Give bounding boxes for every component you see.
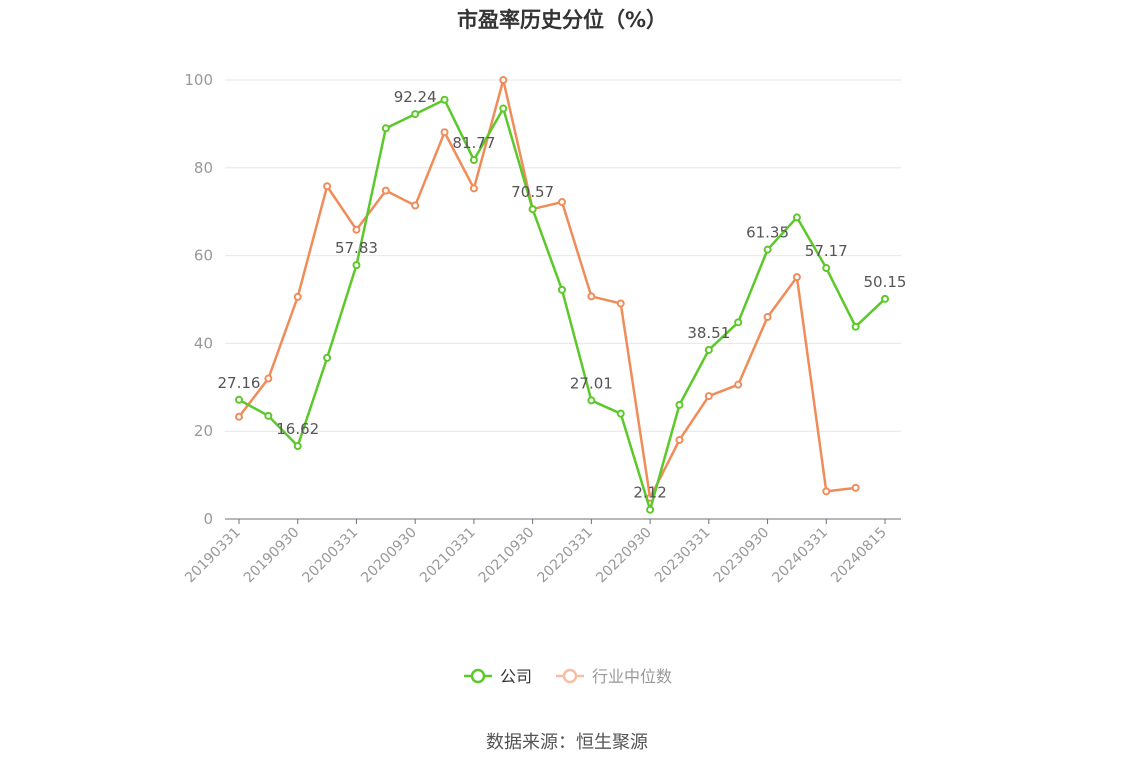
series-line <box>238 78 856 500</box>
data-point[interactable] <box>558 285 566 294</box>
axes: 0 20 40 60 80 100 2019033120190930202003312020… <box>182 71 901 586</box>
data-point[interactable] <box>851 322 860 331</box>
data-point[interactable] <box>587 292 596 301</box>
data-point[interactable] <box>323 182 332 191</box>
data-point[interactable] <box>499 76 508 84</box>
legend-marker <box>562 668 578 684</box>
y-tick-label: 40 <box>194 334 213 352</box>
data-point[interactable] <box>352 261 361 270</box>
data-point[interactable] <box>469 184 478 193</box>
data-point[interactable] <box>440 95 449 104</box>
data-point[interactable] <box>851 483 860 492</box>
data-point[interactable] <box>734 318 743 327</box>
data-label: 61.35 <box>746 224 789 242</box>
data-point[interactable] <box>587 396 596 405</box>
source-note: 数据来源：恒生聚源 <box>486 732 648 753</box>
series-company <box>235 95 889 514</box>
x-tick-label: 20230331 <box>652 525 714 587</box>
x-tick-label: 20200331 <box>300 525 362 587</box>
data-label: 81.77 <box>452 134 495 152</box>
legend: 公司 行业中位数 <box>464 667 672 686</box>
legend-item-company[interactable]: 公司 <box>464 667 532 686</box>
data-label: 92.24 <box>394 88 437 106</box>
x-tick-label: 20200930 <box>358 525 420 587</box>
x-tick-label: 20190930 <box>241 525 303 587</box>
legend-marker <box>470 668 486 684</box>
data-point[interactable] <box>235 412 243 421</box>
data-label: 16.62 <box>276 420 319 438</box>
data-point[interactable] <box>792 273 801 282</box>
data-point[interactable] <box>558 198 566 207</box>
series-lines <box>235 76 889 514</box>
data-point[interactable] <box>235 395 243 404</box>
data-point[interactable] <box>352 225 361 234</box>
data-point[interactable] <box>792 213 801 222</box>
data-point[interactable] <box>704 392 713 401</box>
y-tick-label: 20 <box>194 422 213 440</box>
x-tick-label: 20240331 <box>769 525 831 587</box>
data-label: 50.15 <box>864 273 907 291</box>
x-tick-label: 20190331 <box>182 525 244 587</box>
data-labels: 27.16 16.62 57.83 92.24 81.77 70.57 27.01 2.12 3… <box>218 88 907 502</box>
legend-label: 行业中位数 <box>592 667 672 686</box>
data-label: 2.12 <box>633 484 666 502</box>
y-tick-label: 80 <box>194 159 213 177</box>
y-tick-label: 60 <box>194 247 213 265</box>
y-tick-label: 100 <box>184 71 213 89</box>
data-point[interactable] <box>881 294 889 303</box>
data-point[interactable] <box>675 435 684 444</box>
x-tick-label: 20220331 <box>534 525 596 587</box>
data-point[interactable] <box>763 245 772 254</box>
data-point[interactable] <box>763 313 772 322</box>
data-point[interactable] <box>646 505 655 514</box>
legend-item-industry-median[interactable]: 行业中位数 <box>556 667 672 686</box>
data-point[interactable] <box>616 409 625 418</box>
x-tick-label: 20240815 <box>828 525 890 587</box>
data-point[interactable] <box>264 411 273 420</box>
series-line <box>238 98 886 511</box>
chart-title: 市盈率历史分位（%） <box>456 8 668 32</box>
y-tick-label: 0 <box>203 510 213 528</box>
legend-label: 公司 <box>500 667 532 686</box>
x-tick-label: 20210331 <box>417 525 479 587</box>
data-label: 70.57 <box>511 183 554 201</box>
series-industry-median <box>235 76 860 502</box>
data-point[interactable] <box>469 156 478 165</box>
data-point[interactable] <box>411 110 420 119</box>
data-point[interactable] <box>440 128 449 137</box>
data-point[interactable] <box>381 186 390 195</box>
grid-lines <box>225 79 901 432</box>
data-label: 57.83 <box>335 239 378 257</box>
x-tick-label: 20220930 <box>593 525 655 587</box>
data-point[interactable] <box>822 264 831 273</box>
data-point[interactable] <box>293 442 302 451</box>
data-point[interactable] <box>822 487 831 496</box>
data-point[interactable] <box>411 201 420 210</box>
x-tick-label: 20210930 <box>476 525 538 587</box>
data-point[interactable] <box>616 299 625 308</box>
data-point[interactable] <box>528 205 537 214</box>
data-label: 38.51 <box>687 324 730 342</box>
data-point[interactable] <box>293 292 302 301</box>
data-point[interactable] <box>704 345 713 354</box>
data-label: 27.16 <box>218 374 261 392</box>
data-point[interactable] <box>499 104 508 113</box>
data-point[interactable] <box>734 380 743 389</box>
data-point[interactable] <box>381 124 390 133</box>
data-label: 57.17 <box>805 242 848 260</box>
data-label: 27.01 <box>570 374 613 392</box>
data-point[interactable] <box>675 400 684 409</box>
data-point[interactable] <box>264 374 273 383</box>
x-tick-label: 20230930 <box>711 525 773 587</box>
data-point[interactable] <box>323 353 332 362</box>
